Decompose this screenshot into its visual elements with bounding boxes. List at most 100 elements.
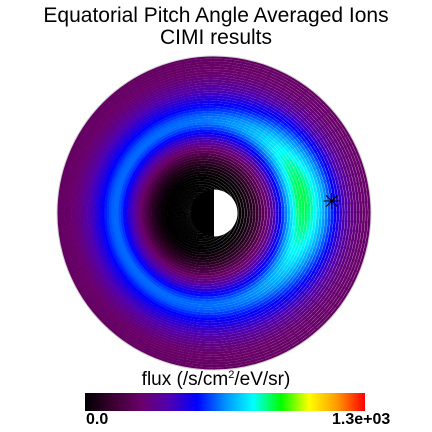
flux-cell (215, 236, 220, 241)
flux-cell (173, 265, 179, 270)
flux-cell (144, 155, 151, 162)
flux-cell (155, 206, 159, 211)
flux-cell (288, 195, 293, 203)
flux-cell (276, 254, 283, 261)
flux-cell (139, 239, 145, 245)
flux-cell (296, 273, 304, 282)
flux-cell (181, 263, 187, 268)
flux-cell (142, 238, 147, 244)
flux-cell (262, 232, 267, 239)
flux-cell (186, 232, 190, 236)
flux-cell (329, 179, 334, 190)
flux-cell (245, 221, 250, 226)
flux-cell (310, 161, 317, 170)
flux-cell (89, 205, 93, 215)
flux-cell (152, 293, 161, 300)
flux-cell (126, 113, 136, 122)
flux-cell (289, 253, 296, 262)
flux-cell (179, 210, 183, 212)
flux-cell (234, 87, 245, 92)
flux-cell (201, 320, 211, 323)
flux-cell (284, 201, 288, 208)
flux-cell (220, 236, 225, 240)
flux-cell (134, 253, 140, 261)
flux-cell (245, 224, 249, 229)
flux-cell (205, 126, 213, 130)
flux-cell (220, 111, 229, 116)
flux-cell (295, 264, 303, 273)
flux-cell (334, 168, 341, 180)
flux-cell (194, 342, 205, 347)
flux-cell (214, 279, 220, 284)
flux-cell (309, 218, 314, 227)
flux-cell (101, 143, 109, 153)
flux-cell (268, 269, 275, 276)
flux-cell (282, 281, 291, 289)
flux-cell (246, 203, 250, 208)
flux-cell (122, 261, 129, 270)
flux-cell (120, 213, 124, 220)
flux-cell (282, 153, 289, 161)
flux-cell (129, 250, 135, 257)
flux-cell (174, 213, 178, 215)
flux-cell (245, 287, 253, 293)
flux-cell (223, 279, 230, 284)
flux-cell (141, 216, 145, 222)
flux-cell (230, 147, 237, 152)
flux-cell (287, 306, 297, 315)
flux-cell (95, 278, 104, 289)
flux-cell (269, 105, 279, 113)
flux-cell (118, 218, 122, 226)
flux-cell (196, 280, 202, 284)
flux-cell (261, 241, 267, 248)
flux-cell (176, 154, 182, 160)
flux-cell (165, 125, 173, 132)
flux-cell (118, 183, 124, 191)
flux-cell (283, 166, 290, 174)
flux-cell (145, 272, 153, 279)
flux-cell (99, 151, 107, 161)
flux-cell (309, 262, 317, 272)
flux-cell (295, 200, 299, 208)
flux-cell (284, 251, 290, 259)
flux-cell (171, 324, 181, 330)
flux-cell (272, 314, 282, 322)
flux-cell (165, 140, 172, 146)
flux-cell (293, 212, 297, 219)
flux-cell (254, 101, 264, 108)
flux-cell (120, 129, 129, 138)
flux-cell (194, 174, 198, 178)
flux-cell (160, 215, 164, 219)
flux-cell (206, 124, 213, 127)
flux-cell (122, 202, 127, 209)
flux-cell (264, 158, 271, 166)
flux-cell (132, 268, 140, 276)
flux-cell (87, 213, 91, 223)
flux-cell (194, 246, 198, 250)
flux-cell (216, 159, 222, 164)
flux-cell (217, 326, 227, 331)
flux-cell (252, 140, 260, 147)
flux-cell (313, 175, 319, 185)
flux-cell (87, 254, 94, 265)
flux-cell (247, 304, 256, 310)
flux-cell (204, 173, 208, 177)
flux-cell (296, 111, 306, 121)
flux-cell (284, 228, 289, 235)
flux-cell (184, 221, 188, 225)
flux-cell (241, 226, 245, 231)
flux-cell (193, 98, 203, 102)
flux-cell (324, 251, 331, 262)
flux-cell (277, 131, 285, 139)
flux-cell (265, 164, 272, 171)
flux-cell (235, 294, 244, 300)
flux-cell (150, 107, 160, 114)
flux-cell (162, 135, 170, 141)
flux-cell (152, 310, 161, 317)
flux-cell (139, 302, 149, 310)
flux-cell (215, 103, 224, 107)
flux-cell (240, 204, 244, 208)
flux-cell (308, 239, 313, 248)
flux-cell (182, 205, 186, 209)
flux-cell (154, 279, 161, 286)
